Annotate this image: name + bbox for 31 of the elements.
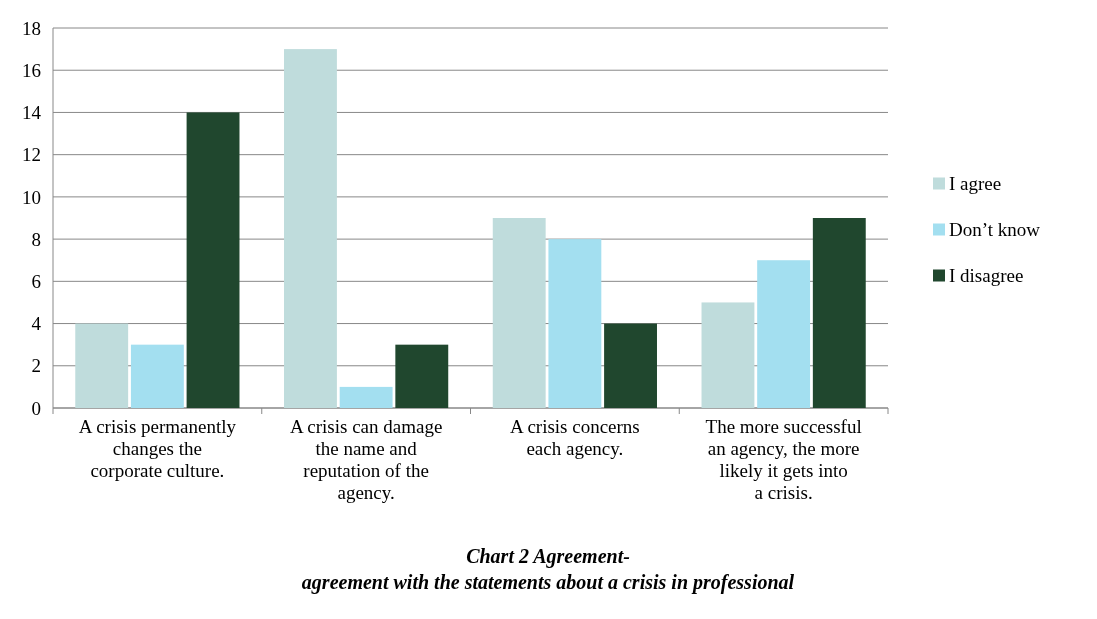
- caption: Chart 2 Agreement-: [466, 545, 630, 568]
- y-tick-label: 16: [22, 59, 41, 81]
- x-tick-label: A crisis can damage the name and reputation of the agency.: [289, 416, 443, 503]
- bar: [186, 112, 240, 408]
- y-tick-label: 18: [22, 17, 41, 39]
- bar: [548, 239, 602, 408]
- y-tick-label: 6: [31, 270, 41, 292]
- x-tick-label: The more successful an agency, the more likely it gets into a crisis.: [705, 416, 862, 503]
- legend-label: I agree: [949, 173, 1002, 195]
- bar: [604, 323, 657, 408]
- y-tick-label: 0: [31, 397, 41, 419]
- bar: [812, 218, 866, 408]
- x-tick-label: A crisis permanently changes the corporate culture.: [78, 416, 237, 481]
- y-tick-label: 14: [22, 102, 42, 124]
- bar: [75, 323, 129, 408]
- x-tick-label: A crisis concerns each agency.: [509, 416, 640, 459]
- bar: [757, 260, 811, 408]
- bar: [395, 344, 449, 408]
- bar: [130, 344, 184, 408]
- y-tick-label: 12: [22, 144, 41, 166]
- y-tick-label: 4: [31, 313, 42, 335]
- y-tick-label: 10: [22, 186, 41, 208]
- bar: [492, 218, 546, 408]
- legend-label: I disagree: [949, 265, 1024, 287]
- y-tick-label: 8: [31, 228, 41, 250]
- legend-label: Don’t know: [949, 219, 1041, 241]
- text: agreement with the statements about a crisis in professional: [301, 571, 795, 594]
- bar: [284, 49, 337, 408]
- bar: [339, 386, 393, 408]
- y-tick-label: 2: [31, 355, 41, 377]
- bar: [701, 302, 755, 408]
